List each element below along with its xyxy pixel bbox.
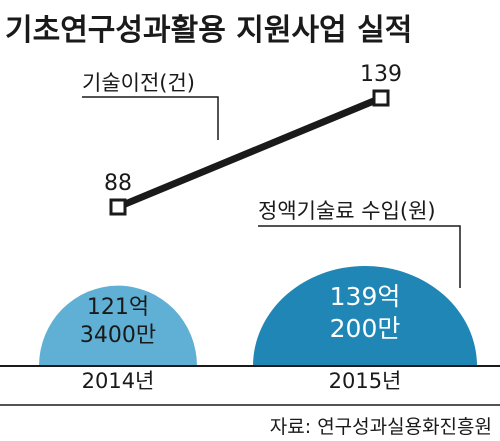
dome-series-leader (258, 225, 461, 288)
dome-series-label: 정액기술료 수입(원) (258, 199, 436, 223)
line-series-label: 기술이전(건) (82, 71, 195, 95)
dome-label-2014-line2: 3400만 (80, 323, 156, 348)
dome-2015 (253, 266, 477, 366)
source-note: 자료: 연구성과실용화진흥원 (270, 416, 492, 438)
dome-2014 (38, 285, 198, 366)
dome-label-2014-line1: 121억 (87, 295, 149, 320)
data-point-2015 (372, 89, 390, 107)
x-tick-2015: 2015년 (329, 369, 402, 393)
line-series-leader (82, 96, 219, 140)
line-series-line (116, 94, 383, 211)
data-label-2015: 139 (360, 62, 402, 87)
data-point-2014 (109, 198, 127, 216)
dome-label-2015-line1: 139억 (330, 282, 401, 311)
data-label-2014: 88 (104, 171, 132, 196)
chart-title: 기초연구성과활용 지원사업 실적 (5, 13, 412, 48)
x-tick-2014: 2014년 (82, 369, 155, 393)
dome-label-2015-line2: 200만 (330, 314, 401, 343)
